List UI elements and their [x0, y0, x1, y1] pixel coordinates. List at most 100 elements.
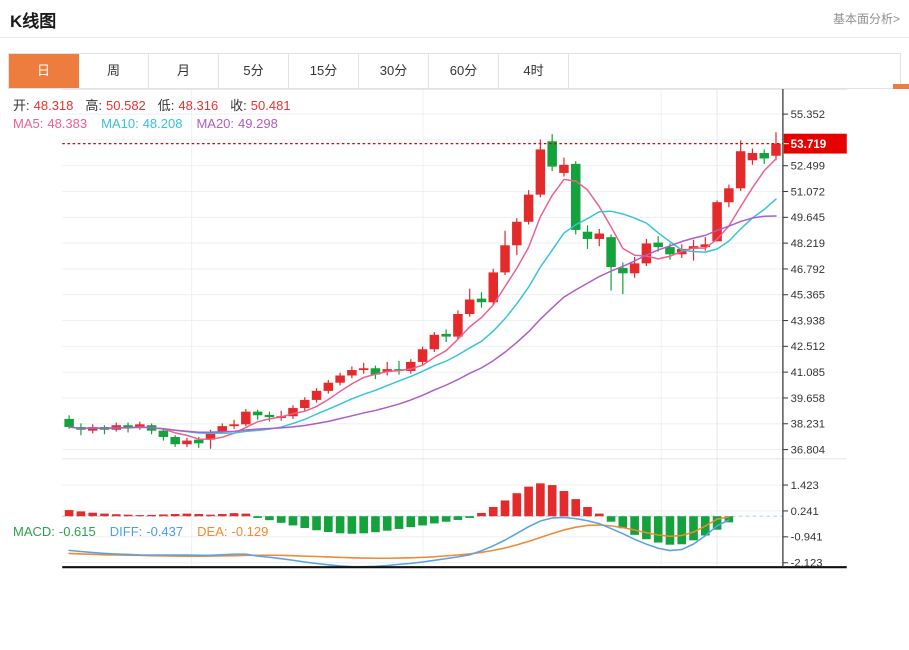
macd-bar [170, 514, 180, 517]
candle-body [700, 244, 711, 248]
tab-月[interactable]: 月 [149, 54, 219, 88]
candle-body [87, 427, 98, 431]
candle-body [535, 149, 546, 195]
candles [64, 132, 781, 449]
macd-bar [500, 500, 510, 517]
axis-label: 1.423 [791, 480, 819, 492]
macd-bar [665, 516, 675, 545]
candle-body [229, 424, 239, 427]
axis-label: 55.352 [791, 109, 825, 121]
axis-label: 52.499 [791, 161, 825, 173]
macd-bar [536, 483, 545, 517]
ma5-line [68, 158, 777, 441]
candle-body [217, 426, 228, 432]
macd-bar [229, 513, 239, 517]
candle-body [512, 221, 522, 246]
candle-body [594, 233, 605, 239]
tab-60分[interactable]: 60分 [429, 54, 499, 88]
tab-周[interactable]: 周 [79, 54, 149, 88]
candle-body [500, 245, 510, 273]
diff-line [68, 516, 730, 568]
candle-body [629, 263, 640, 274]
candle-body [464, 299, 475, 314]
macd-bar [524, 486, 533, 517]
macd-bar [653, 516, 663, 543]
macd-bar [642, 516, 651, 540]
candle-body [406, 361, 416, 371]
macd-bar [288, 516, 298, 526]
candle-body [417, 349, 428, 362]
tab-30分[interactable]: 30分 [359, 54, 429, 88]
macd-bar [359, 516, 368, 534]
candle-body [724, 188, 734, 203]
macd-bar [253, 516, 262, 518]
candle-body [429, 334, 440, 350]
candle-body [335, 375, 345, 383]
axis-label: 41.085 [791, 367, 825, 379]
axis-label: -2.123 [791, 558, 823, 570]
candle-body [288, 408, 298, 417]
macd-bar [64, 510, 74, 517]
candle-body [570, 163, 581, 230]
macd-bar [677, 516, 687, 545]
kline-chart[interactable]: 55.352 52.499 51.072 49.645 48.219 46.792 45.3… [0, 89, 909, 650]
macd-bar [76, 511, 86, 517]
macd-bar [594, 513, 604, 517]
macd-bar [276, 516, 286, 523]
tab-5分[interactable]: 5分 [219, 54, 289, 88]
candle-body [653, 242, 663, 248]
candle-body [311, 390, 322, 400]
macd-bar [430, 516, 439, 524]
candle-body [665, 247, 675, 255]
macd-bar [418, 516, 427, 526]
macd-pane [62, 483, 783, 568]
candle-body [241, 411, 251, 425]
candle-body [323, 382, 334, 391]
macd-bar [347, 516, 357, 534]
macd-bar [241, 513, 251, 517]
macd-bar [406, 516, 416, 528]
candle-body [441, 333, 451, 337]
macd-bar [394, 516, 404, 529]
tab-日[interactable]: 日 [9, 54, 79, 88]
macd-bar [135, 515, 145, 517]
dea-line [68, 516, 730, 560]
macd-bar [111, 514, 121, 517]
macd-bar [312, 516, 321, 531]
macd-bar [182, 513, 192, 517]
macd-bar [194, 514, 204, 517]
axis-label: 45.365 [791, 290, 825, 302]
axis-label: 48.219 [791, 238, 825, 250]
macd-bar [689, 516, 698, 541]
fundamental-analysis-link[interactable]: 基本面分析> [832, 12, 900, 26]
macd-bar [571, 499, 581, 517]
macd-bar [382, 516, 392, 531]
candle-body [476, 298, 487, 303]
candle-body [618, 267, 628, 274]
macd-bar [123, 514, 133, 517]
gridlines [62, 89, 783, 568]
macd-bar [217, 514, 227, 517]
axis-label: 51.072 [791, 186, 825, 198]
candle-body [170, 436, 180, 445]
macd-bar [547, 485, 557, 517]
macd-bar [465, 516, 475, 518]
candle-body [747, 153, 758, 161]
macd-bar [477, 512, 486, 517]
macd-bar [265, 516, 274, 521]
candle-body [264, 414, 275, 418]
tab-4时[interactable]: 4时 [499, 54, 569, 88]
candle-body [123, 425, 133, 428]
current-price-box [783, 133, 847, 154]
tab-15分[interactable]: 15分 [289, 54, 359, 88]
candle-body [158, 430, 169, 437]
macd-bar [606, 516, 616, 522]
macd-bar [206, 514, 215, 517]
candle-body [135, 424, 145, 428]
axis-label: 46.792 [791, 264, 825, 276]
candle-body [759, 153, 769, 159]
macd-bar [488, 507, 498, 517]
candle-body [712, 202, 722, 242]
axis-label: 43.938 [791, 315, 825, 327]
macd-bar [618, 516, 628, 529]
